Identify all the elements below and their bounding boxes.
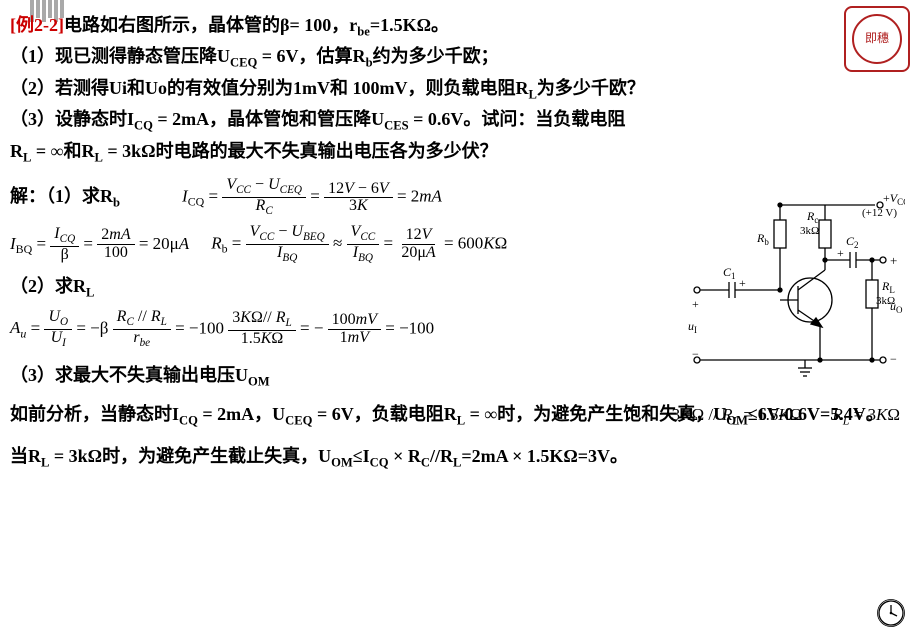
svg-text:+: +	[739, 276, 746, 290]
example-label: [例2-2]	[10, 15, 64, 35]
ibq-formula: IBQ = ICQβ = 2mA100 = 20μA	[10, 226, 189, 264]
svg-text:(+12 V): (+12 V)	[862, 207, 897, 219]
svg-text:−: −	[890, 352, 897, 366]
svg-text:+: +	[692, 297, 699, 311]
svg-text:C1: C1	[723, 265, 736, 281]
svg-text:uO: uO	[890, 299, 903, 315]
rb-formula: Rb = VCC − UBEQIBQ ≈ VCCIBQ = 12V20μA = …	[211, 224, 507, 265]
problem-statement: [例2-2]电路如右图所示，晶体管的β= 100，rbe=1.5KΩ。 （1）现…	[10, 12, 880, 167]
answer-3b: 当RL = 3kΩ时，为避免产生截止失真，UOM≤ICQ × RC//RL=2m…	[10, 443, 910, 472]
clock-icon	[876, 598, 906, 628]
icq-formula: ICQ = VCC − UCEQRC = 12V − 6V3K = 2mA	[182, 177, 442, 218]
solution-part1-heading: 解：（1）求Rb	[10, 183, 120, 212]
svg-text:C2: C2	[846, 234, 859, 250]
circuit-diagram: +VCC (+12 V) Rc 3kΩ Rb C2 + + RL 3kΩ uO	[640, 190, 905, 390]
circuit-result-caption: 3KΩ // RL = 1.5KΩ RL = 3KΩ	[672, 405, 900, 428]
svg-text:+: +	[890, 253, 897, 268]
svg-text:+: +	[837, 246, 844, 260]
svg-text:RL: RL	[881, 279, 895, 295]
svg-text:Rb: Rb	[756, 231, 769, 247]
svg-text:3kΩ: 3kΩ	[800, 225, 819, 237]
svg-text:+VCC: +VCC	[883, 191, 905, 207]
svg-text:Rc: Rc	[806, 209, 818, 225]
au-formula: Au = UOUI = −β RC // RLrbe = −100 3KΩ// …	[10, 309, 434, 350]
svg-text:uI: uI	[688, 319, 697, 335]
